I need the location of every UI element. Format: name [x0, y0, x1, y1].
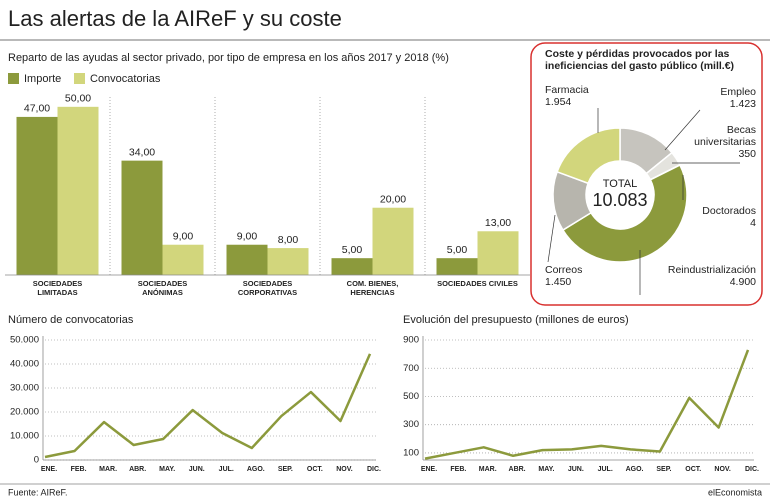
bar: [267, 248, 309, 275]
value-label: 34,00: [129, 146, 155, 158]
x-tick-label: OCT.: [685, 466, 701, 473]
pie-slice: [556, 127, 621, 185]
x-tick-label: OCT.: [307, 466, 323, 473]
x-tick-label: NOV.: [714, 466, 731, 473]
x-tick-label: MAR.: [99, 466, 117, 473]
slice-label: Empleo: [720, 86, 756, 98]
slice-value: 1.450: [545, 276, 572, 288]
x-tick-label: AGO.: [626, 466, 644, 473]
y-tick-label: 0: [34, 455, 39, 466]
x-tick-label: MAY.: [159, 466, 175, 473]
legend-swatch: [74, 73, 85, 84]
bar: [436, 258, 478, 275]
x-tick-label: JUL.: [598, 466, 613, 473]
value-label: 13,00: [485, 217, 511, 229]
value-label: 20,00: [380, 194, 406, 206]
chart-subtitle: Número de convocatorias: [8, 314, 134, 326]
slice-label: Reindustrialización: [667, 264, 756, 276]
bar: [162, 244, 204, 275]
x-tick-label: SOCIEDADES CIVILES: [437, 279, 518, 288]
pie-title: Coste y pérdidas provocados por las inef…: [545, 48, 735, 73]
x-tick-label: MAY.: [538, 466, 554, 473]
x-tick-label: JUN.: [568, 466, 584, 473]
value-label: 5,00: [447, 244, 468, 256]
bar: [477, 231, 519, 275]
y-tick-label: 900: [403, 335, 419, 346]
value-label: 8,00: [278, 234, 299, 246]
x-tick-label: MAR.: [479, 466, 497, 473]
slice-label: Correos: [545, 264, 583, 276]
pie-hole: [588, 163, 652, 227]
x-tick-label: SEP.: [278, 466, 293, 473]
slice-label: Doctorados: [702, 205, 756, 217]
y-tick-label: 500: [403, 391, 419, 402]
x-tick-label: SOCIEDADES LIMITADAS: [32, 279, 83, 297]
line-series: [424, 349, 750, 460]
y-tick-label: 50.000: [10, 335, 39, 346]
x-tick-label: DIC.: [745, 466, 759, 473]
slice-value: 1.423: [729, 98, 756, 110]
value-label: 50,00: [65, 93, 91, 105]
value-label: 47,00: [24, 103, 50, 115]
x-tick-label: SOCIEDADES ANÓNIMAS: [137, 279, 188, 297]
x-tick-label: NOV.: [336, 466, 353, 473]
center-label: TOTAL: [603, 178, 637, 190]
x-tick-label: DIC.: [367, 466, 381, 473]
y-tick-label: 30.000: [10, 383, 39, 394]
pie-slice: [561, 164, 688, 263]
x-tick-label: FEB.: [450, 466, 466, 473]
slice-label: Becas universitarias: [694, 124, 756, 149]
bar: [57, 106, 99, 276]
y-tick-label: 20.000: [10, 407, 39, 418]
bar: [226, 244, 268, 275]
x-tick-label: JUL.: [219, 466, 234, 473]
value-label: 9,00: [237, 231, 258, 243]
leader-line: [664, 109, 701, 151]
x-tick-label: AGO.: [247, 466, 265, 473]
x-tick-label: ABR.: [129, 466, 146, 473]
y-tick-label: 300: [403, 419, 419, 430]
slice-value: 4.900: [729, 276, 756, 288]
value-label: 9,00: [173, 231, 194, 243]
x-tick-label: ABR.: [509, 466, 526, 473]
bar: [121, 160, 163, 275]
center-total: 10.083: [592, 190, 647, 210]
chart-subtitle: Reparto de las ayudas al sector privado,…: [8, 52, 449, 64]
y-tick-label: 700: [403, 363, 419, 374]
y-tick-label: 100: [403, 447, 419, 458]
brand: elEconomista: [708, 487, 762, 497]
legend-swatch: [8, 73, 19, 84]
bar: [16, 116, 58, 275]
bar: [372, 207, 414, 275]
line-series: [44, 353, 372, 459]
legend-label: Importe: [24, 73, 61, 85]
y-tick-label: 40.000: [10, 359, 39, 370]
page-title: Las alertas de la AIReF y su coste: [8, 6, 342, 31]
x-tick-label: COM. BIENES, HERENCIAS: [346, 279, 399, 297]
slice-value: 1.954: [545, 96, 572, 108]
source: Fuente: AIReF.: [8, 487, 68, 497]
y-tick-label: 10.000: [10, 431, 39, 442]
bar: [331, 258, 373, 275]
leader-line: [547, 214, 556, 263]
x-tick-label: ENE.: [421, 466, 437, 473]
slice-label: Farmacia: [545, 84, 589, 96]
x-tick-label: JUN.: [189, 466, 205, 473]
x-tick-label: SOCIEDADES CORPORATIVAS: [237, 279, 298, 297]
x-tick-label: ENE.: [41, 466, 57, 473]
legend-label: Convocatorias: [90, 73, 161, 85]
pie-frame: [530, 42, 763, 306]
chart-subtitle: Evolución del presupuesto (millones de e…: [403, 314, 629, 326]
slice-value: 4: [750, 217, 756, 229]
x-tick-label: FEB.: [71, 466, 87, 473]
x-tick-label: SEP.: [656, 466, 671, 473]
value-label: 5,00: [342, 244, 363, 256]
slice-value: 350: [738, 148, 756, 160]
